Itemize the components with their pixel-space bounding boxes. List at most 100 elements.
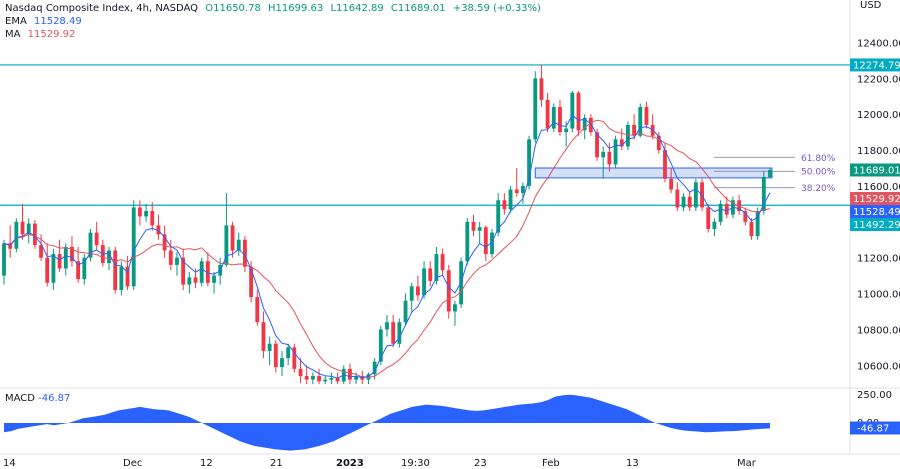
candle-body	[335, 377, 340, 382]
x-tick-label: 12	[200, 458, 213, 469]
price-label-tag	[850, 205, 900, 219]
y-tick-label: 11200.00	[857, 254, 900, 265]
candle-body	[632, 124, 637, 136]
price-label-text: 12274.79	[853, 60, 900, 71]
candle-body	[619, 139, 624, 147]
candle-body	[687, 196, 692, 208]
candle-body	[588, 117, 593, 133]
candle-body	[125, 266, 130, 287]
candle-body	[415, 286, 420, 296]
plot-area	[0, 64, 850, 385]
candle-body	[181, 257, 186, 285]
x-tick-label: Dec	[123, 458, 142, 469]
candle-body	[366, 374, 371, 380]
candle-body	[743, 211, 748, 222]
candle-body	[70, 246, 74, 262]
x-tick-label: 23	[474, 458, 487, 469]
x-tick-label: 2023	[336, 458, 364, 469]
candle-body	[761, 176, 766, 212]
candle-body	[348, 368, 352, 380]
candle-body	[168, 250, 173, 265]
y-tick-label: 10600.00	[857, 361, 900, 372]
candle-body	[675, 189, 680, 208]
symbol-title: Nasdaq Composite Index, 4h, NASDAQ	[5, 3, 199, 14]
x-tick-label: Feb	[542, 458, 560, 469]
candle-body	[119, 266, 124, 290]
candle-body	[243, 239, 247, 267]
candle-body	[113, 250, 118, 290]
y-tick-label: 12200.00	[857, 74, 900, 85]
candle-body	[249, 266, 254, 298]
candle-body	[317, 376, 321, 382]
candle-body	[14, 221, 19, 249]
candle-body	[212, 275, 216, 283]
open-value: O11650.78	[205, 3, 261, 14]
ema-legend[interactable]: EMA 11528.49	[5, 16, 86, 27]
ema-label: EMA	[5, 16, 27, 27]
currency-label: USD	[860, 0, 882, 11]
candle-body	[626, 124, 630, 147]
candle-body	[372, 361, 377, 375]
candle-body	[162, 234, 167, 251]
candle-body	[465, 221, 470, 262]
price-label-text: 11529.92	[853, 194, 900, 205]
candle-body	[175, 257, 179, 265]
candle-body	[187, 277, 192, 285]
supply-zone	[534, 167, 773, 179]
candle-body	[94, 232, 99, 246]
price-label-text: 11689.01	[853, 165, 900, 176]
candle-body	[693, 182, 698, 208]
candle-body	[323, 379, 328, 382]
candle-body	[45, 257, 50, 283]
candle-body	[755, 211, 760, 237]
candle-body	[422, 268, 426, 296]
candle-body	[409, 286, 414, 301]
macd-value: -46.87	[38, 393, 70, 404]
candle-body	[385, 322, 389, 330]
candle-body	[32, 223, 37, 246]
macd-scale-label: 250.00	[857, 390, 892, 401]
candle-body	[273, 343, 278, 368]
candle-body	[446, 270, 451, 312]
candle-body	[261, 322, 266, 351]
change-value: +38.59 (+0.33%)	[452, 3, 541, 14]
candle-body	[156, 225, 161, 235]
candle-body	[150, 211, 155, 226]
ma-legend[interactable]: MA 11529.92	[5, 29, 79, 40]
candle-body	[440, 254, 445, 271]
candle-body	[20, 221, 25, 235]
candle-body	[669, 178, 674, 190]
candle-body	[286, 347, 291, 359]
y-tick-label: 11600.00	[857, 182, 900, 193]
candle-body	[712, 221, 717, 229]
candle-body	[137, 207, 142, 217]
fib-level-label: 38.20%	[801, 184, 836, 194]
candle-body	[2, 243, 6, 276]
x-tick-label: Mar	[737, 458, 757, 469]
ema-line	[3, 114, 771, 379]
candle-body	[681, 196, 686, 208]
candle-body	[644, 107, 649, 125]
candle-body	[131, 207, 136, 287]
candle-body	[82, 257, 87, 280]
candle-body	[490, 232, 494, 255]
candle-body	[749, 221, 754, 237]
price-label-text: 11492.29	[853, 220, 900, 231]
candle-body	[434, 254, 439, 281]
ma-line	[3, 119, 771, 379]
candle-body	[539, 78, 544, 100]
candle-body	[564, 128, 569, 133]
candle-body	[533, 78, 538, 140]
macd-label: MACD -46.87	[5, 393, 70, 404]
candle-body	[595, 132, 599, 158]
candle-body	[558, 107, 562, 133]
candle-body	[354, 376, 359, 380]
candle-body	[292, 347, 297, 369]
candle-body	[656, 135, 661, 151]
candle-body	[39, 245, 43, 258]
candle-body	[514, 189, 519, 194]
y-tick-label: 11000.00	[857, 290, 900, 301]
candle-body	[582, 117, 587, 131]
x-tick-label: 13	[626, 458, 639, 469]
